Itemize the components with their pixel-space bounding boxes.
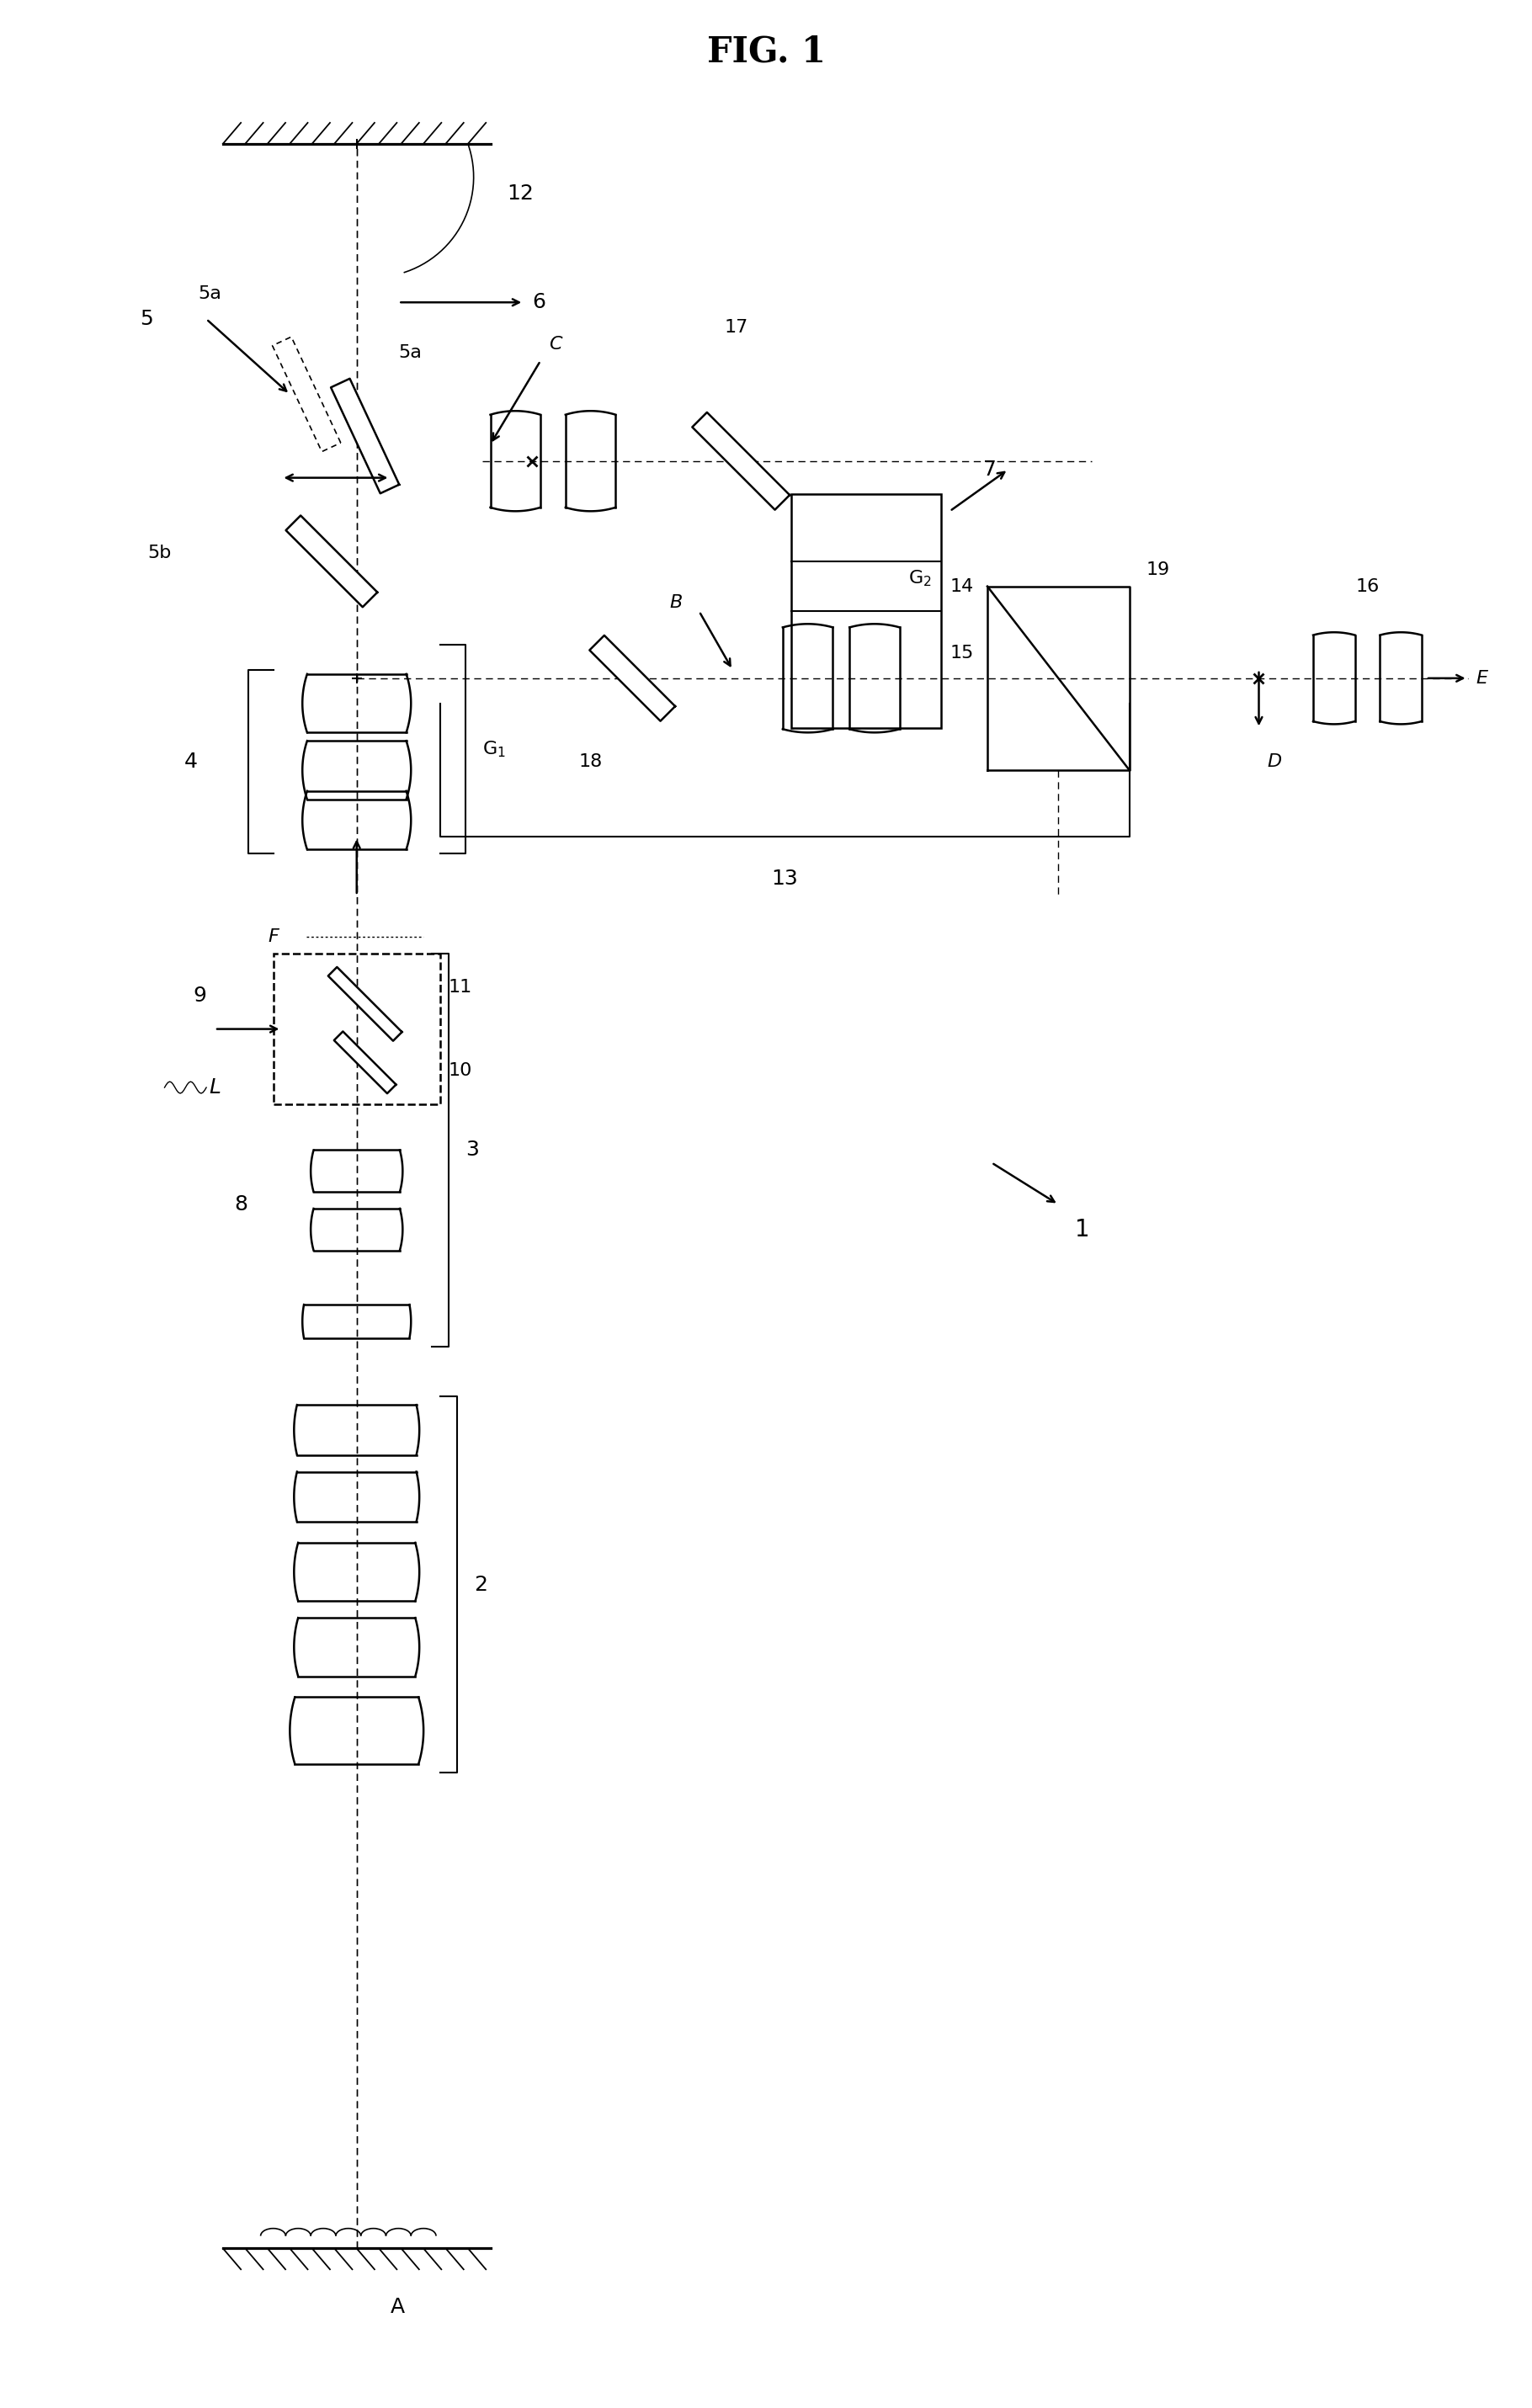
Text: 6: 6 bbox=[532, 291, 545, 313]
Bar bbox=[791, 494, 942, 727]
Text: 5a: 5a bbox=[198, 287, 222, 303]
Text: 5b: 5b bbox=[149, 544, 172, 561]
Text: 12: 12 bbox=[507, 183, 533, 205]
Text: 8: 8 bbox=[234, 1194, 248, 1214]
Text: 18: 18 bbox=[579, 754, 602, 771]
Text: 11: 11 bbox=[449, 978, 472, 995]
Text: 1: 1 bbox=[1075, 1218, 1089, 1240]
Text: 3: 3 bbox=[466, 1139, 478, 1161]
Polygon shape bbox=[692, 412, 789, 510]
Text: 4: 4 bbox=[184, 751, 198, 773]
Polygon shape bbox=[328, 968, 401, 1040]
Polygon shape bbox=[334, 1031, 397, 1093]
Text: 5a: 5a bbox=[398, 344, 421, 361]
Text: D: D bbox=[1267, 754, 1282, 771]
Bar bbox=[273, 954, 440, 1105]
Text: G$_1$: G$_1$ bbox=[483, 739, 506, 759]
Text: B: B bbox=[669, 595, 682, 612]
Text: L: L bbox=[208, 1076, 221, 1098]
Text: C: C bbox=[548, 335, 562, 352]
Text: A: A bbox=[391, 2297, 404, 2316]
Text: 16: 16 bbox=[1356, 578, 1379, 595]
Text: 15: 15 bbox=[950, 645, 974, 662]
Text: G$_2$: G$_2$ bbox=[908, 568, 931, 588]
Polygon shape bbox=[590, 636, 676, 720]
Text: 2: 2 bbox=[473, 1575, 487, 1594]
Polygon shape bbox=[331, 378, 400, 494]
Text: 17: 17 bbox=[725, 318, 748, 335]
Text: 7: 7 bbox=[984, 460, 996, 479]
Text: 5: 5 bbox=[139, 308, 153, 330]
Text: 10: 10 bbox=[449, 1062, 472, 1079]
Text: F: F bbox=[268, 929, 279, 946]
Text: 13: 13 bbox=[772, 869, 798, 889]
Text: 14: 14 bbox=[950, 578, 973, 595]
Text: 19: 19 bbox=[1146, 561, 1170, 578]
Polygon shape bbox=[286, 515, 377, 607]
Text: 9: 9 bbox=[193, 985, 207, 1007]
Text: FIG. 1: FIG. 1 bbox=[706, 34, 826, 70]
Text: E: E bbox=[1475, 669, 1488, 686]
